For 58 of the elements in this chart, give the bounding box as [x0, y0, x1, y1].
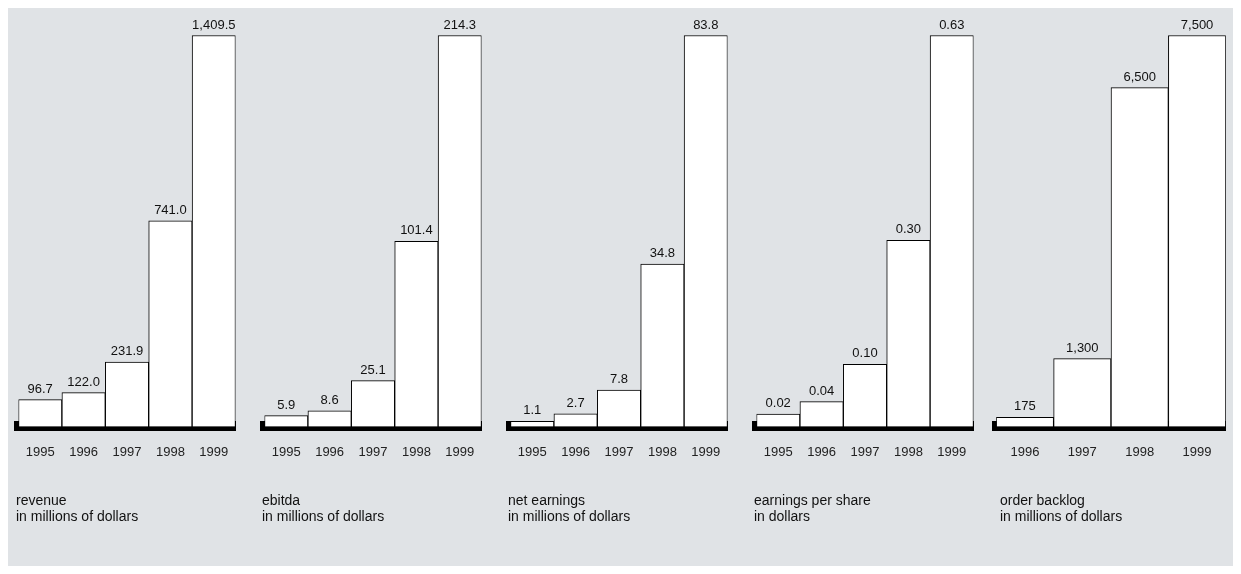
text: in millions of dollars: [16, 508, 140, 524]
x-tick-label: 1996: [1010, 443, 1040, 459]
data-label: 0.04: [808, 382, 835, 398]
data-label: 34.8: [649, 245, 676, 261]
x-tick-label: 1995: [25, 443, 55, 459]
data-label: 1,300: [1066, 339, 1099, 355]
data-label: 6,500: [1123, 68, 1156, 84]
x-tick-label: 1998: [893, 443, 923, 459]
x-tick-label: 1996: [69, 443, 99, 459]
x-tick-label: 1997: [850, 443, 880, 459]
x-tick-label: 1995: [517, 443, 547, 459]
data-label: 214.3: [443, 16, 477, 32]
text: order backlog: [1000, 492, 1086, 508]
data-label: 1.1: [523, 402, 542, 418]
x-tick-label: 1998: [647, 443, 677, 459]
data-label: 83.8: [693, 16, 719, 32]
text: in millions of dollars: [262, 508, 386, 524]
x-tick-label: 1999: [691, 443, 721, 459]
data-label: 8.6: [320, 391, 339, 407]
x-tick-label: 1999: [1182, 443, 1212, 459]
text: net earnings: [508, 492, 587, 508]
x-tick-label: 1996: [807, 443, 837, 459]
text: earnings per share: [754, 492, 872, 508]
x-tick-label: 1998: [155, 443, 185, 459]
data-label: 1,409.5: [192, 16, 236, 32]
text: in dollars: [754, 508, 812, 524]
x-tick-label: 1997: [1067, 443, 1097, 459]
x-tick-label: 1999: [445, 443, 475, 459]
data-label: 175: [1014, 398, 1036, 414]
data-label: 0.10: [852, 345, 878, 361]
text: revenue: [16, 492, 68, 508]
data-label: 7.8: [609, 371, 629, 387]
x-tick-label: 1998: [401, 443, 431, 459]
text: in millions of dollars: [1000, 508, 1124, 524]
data-label: 231.9: [110, 343, 144, 359]
data-label: 5.9: [277, 396, 296, 412]
x-tick-label: 1995: [763, 443, 793, 459]
data-label: 741.0: [154, 201, 187, 217]
x-tick-label: 1997: [112, 443, 142, 459]
x-tick-label: 1999: [937, 443, 967, 459]
data-label: 7,500: [1180, 16, 1214, 32]
x-tick-label: 1998: [1125, 443, 1155, 459]
data-label: 96.7: [27, 380, 53, 396]
data-label: 122.0: [67, 373, 100, 389]
data-label: 2.7: [566, 394, 585, 410]
x-tick-label: 1999: [199, 443, 229, 459]
data-label: 101.4: [400, 222, 433, 238]
data-label: 25.1: [360, 361, 386, 377]
x-tick-label: 1997: [358, 443, 388, 459]
x-tick-label: 1995: [271, 443, 301, 459]
text: ebitda: [262, 492, 302, 508]
x-tick-label: 1996: [315, 443, 345, 459]
x-tick-label: 1996: [561, 443, 591, 459]
x-tick-label: 1997: [604, 443, 634, 459]
data-label: 0.30: [895, 221, 922, 237]
text: in millions of dollars: [508, 508, 632, 524]
data-label: 0.02: [765, 395, 791, 411]
data-label: 0.63: [939, 16, 965, 32]
